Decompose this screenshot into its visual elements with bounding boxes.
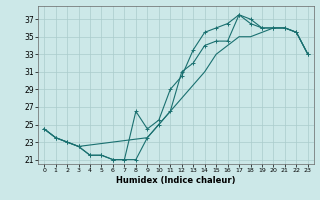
X-axis label: Humidex (Indice chaleur): Humidex (Indice chaleur)	[116, 176, 236, 185]
